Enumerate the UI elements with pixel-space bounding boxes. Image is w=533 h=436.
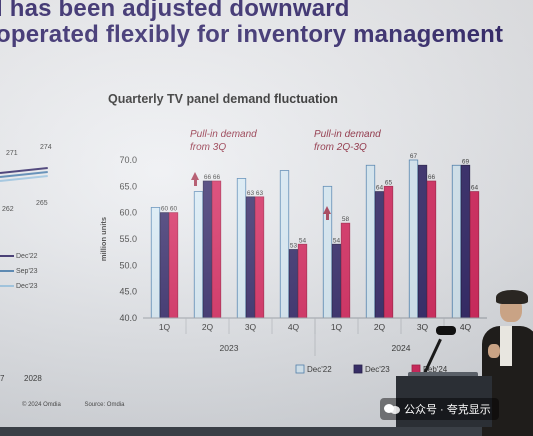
legend-swatch: [353, 364, 363, 374]
speaker-hand: [488, 344, 500, 358]
pull-in-annotation-2q-3q: Pull-in demand from 2Q-3Q: [314, 129, 381, 153]
bar-value-label: 67: [410, 153, 418, 160]
bar: [383, 185, 394, 319]
legend-label: Dec'23: [365, 365, 390, 374]
left-line-chart-fragment: 271 274 262 265 Dec'22 Sep'23 Dec'23 7 2…: [0, 144, 92, 390]
slide-footer: © 2024 Omdia Source: Omdia: [22, 402, 146, 408]
chart-title: Quarterly TV panel demand fluctuation: [108, 92, 338, 106]
pull-in-annotation-3q: Pull-in demand from 3Q: [190, 129, 257, 153]
bar-value-label: 64: [471, 185, 479, 192]
bar-value-label: 69: [462, 158, 470, 165]
presentation-slide: l has been adjusted downward operated fl…: [0, 0, 533, 427]
bar-value-label: 63: [247, 190, 255, 197]
copyright-text: © 2024 Omdia: [22, 402, 61, 408]
bar: [340, 222, 351, 319]
x-tick-label: 4Q: [460, 322, 472, 332]
left-year-label: 2028: [24, 374, 42, 383]
legend-swatch: [295, 364, 305, 374]
bar: [236, 178, 247, 319]
slide-heading-line-1: l has been adjusted downward: [0, 0, 350, 22]
x-tick-label: 2Q: [202, 322, 214, 332]
y-axis-label: million units: [99, 217, 108, 261]
speaker-shirt: [500, 326, 512, 366]
bar-value-label: 54: [333, 237, 341, 244]
bar: [288, 249, 299, 319]
y-tick-label: 60.0: [119, 208, 137, 218]
bar-chart: 40.0 45.0 50.0 55.0 60.0 65.0 70.0 million unit…: [99, 153, 487, 374]
y-tick-label: 50.0: [119, 260, 137, 270]
x-tick-label: 3Q: [245, 322, 257, 332]
left-year-label: 7: [0, 374, 5, 383]
bar-value-label: 65: [385, 179, 393, 186]
speaker-hair: [496, 290, 528, 304]
legend-label: Feb'24: [423, 365, 448, 374]
bar: [159, 212, 170, 319]
left-value-label: 271: [6, 150, 18, 157]
wechat-watermark: 公众号 · 夸克显示: [380, 398, 499, 420]
bar: [426, 180, 437, 319]
bar-value-label: 60: [161, 206, 169, 213]
x-tick-label: 3Q: [417, 322, 429, 332]
left-legend-item: Dec'22: [0, 253, 38, 260]
microphone-icon: [436, 326, 456, 335]
y-tick-label: 65.0: [119, 181, 137, 191]
bar: [460, 164, 471, 319]
bar-value-label: 66: [213, 174, 221, 181]
x-tick-label: 2Q: [374, 322, 386, 332]
legend-label: Dec'22: [307, 365, 332, 374]
y-tick-label: 55.0: [119, 234, 137, 244]
left-legend-item: Dec'23: [0, 283, 38, 290]
up-arrow-icon: [191, 172, 199, 186]
y-tick-label: 70.0: [119, 155, 137, 165]
bar: [211, 180, 222, 319]
wechat-icon: [384, 403, 400, 415]
bar: [417, 164, 428, 319]
bar: [408, 159, 419, 319]
bar: [451, 164, 462, 319]
left-value-label: 265: [36, 200, 48, 207]
bar: [245, 196, 256, 319]
left-legend-item: Sep'23: [0, 268, 38, 275]
bar: [168, 212, 179, 319]
bar: [193, 191, 204, 319]
year-group-label: 2023: [220, 343, 239, 353]
bar-value-label: 63: [256, 190, 264, 197]
bar-value-label: 64: [376, 185, 384, 192]
watermark-text: 公众号 · 夸克显示: [404, 404, 491, 416]
bar: [150, 206, 161, 319]
slide-heading-line-2: operated flexibly for inventory manageme…: [0, 21, 504, 48]
speaker-person: [478, 290, 533, 436]
x-tick-label: 1Q: [331, 322, 343, 332]
bar-value-label: 60: [170, 206, 178, 213]
bar: [331, 243, 342, 319]
bar-value-label: 66: [428, 174, 436, 181]
bar: [202, 180, 213, 319]
bar: [374, 191, 385, 319]
bar: [254, 196, 265, 319]
bar-value-label: 66: [204, 174, 212, 181]
year-group-label: 2024: [392, 343, 411, 353]
bar: [279, 170, 290, 319]
bar-value-label: 58: [342, 216, 350, 223]
y-tick-label: 45.0: [119, 287, 137, 297]
x-tick-label: 4Q: [288, 322, 300, 332]
bar-value-label: 53: [290, 243, 298, 250]
up-arrow-icon: [323, 206, 331, 220]
source-text: Source: Omdia: [84, 402, 125, 408]
podium: [396, 376, 492, 427]
bar: [365, 164, 376, 319]
x-tick-label: 1Q: [159, 322, 171, 332]
y-tick-label: 40.0: [119, 313, 137, 323]
left-value-label: 274: [40, 144, 52, 151]
bar-value-label: 54: [299, 237, 307, 244]
left-value-label: 262: [2, 206, 14, 213]
bar: [297, 243, 308, 319]
